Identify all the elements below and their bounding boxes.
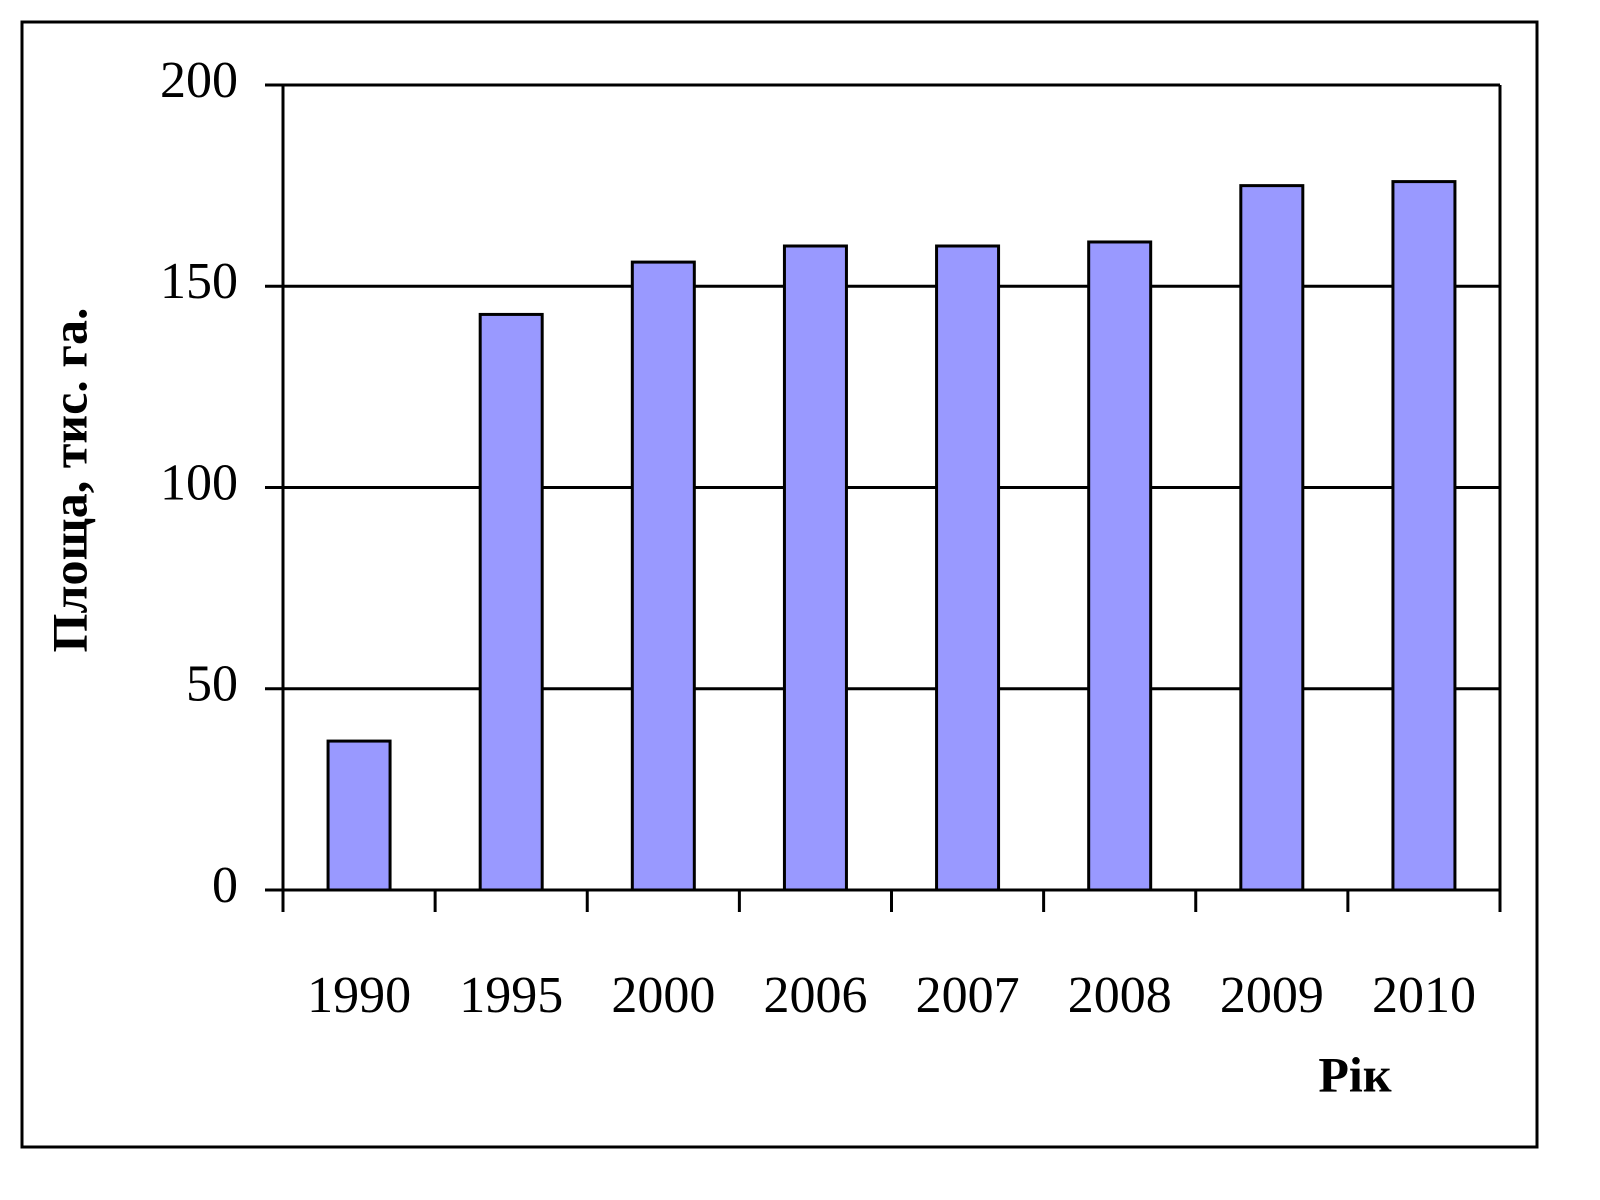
x-tick-label: 2006 xyxy=(763,967,867,1024)
y-tick-label: 200 xyxy=(160,52,238,109)
y-tick-label: 0 xyxy=(212,857,238,914)
x-tick-label: 2010 xyxy=(1372,967,1476,1024)
x-tick-label: 2000 xyxy=(611,967,715,1024)
x-tick-label: 2009 xyxy=(1220,967,1324,1024)
bar xyxy=(478,312,544,892)
y-tick-label: 150 xyxy=(160,253,238,310)
x-axis-label: Рік xyxy=(1318,1046,1391,1102)
y-tick-label: 50 xyxy=(186,656,238,713)
bar xyxy=(630,260,696,892)
bar xyxy=(935,244,1001,892)
x-tick-label: 2008 xyxy=(1068,967,1172,1024)
bar xyxy=(326,739,392,892)
bar xyxy=(782,244,848,892)
x-tick-label: 2007 xyxy=(916,967,1020,1024)
bar xyxy=(1087,240,1153,892)
x-tick-label: 1990 xyxy=(307,967,411,1024)
x-tick-label: 1995 xyxy=(459,967,563,1024)
y-axis-label: Площа, тис. га. xyxy=(41,308,97,653)
bar xyxy=(1239,184,1305,892)
bar xyxy=(1391,180,1457,892)
y-tick-label: 100 xyxy=(160,454,238,511)
